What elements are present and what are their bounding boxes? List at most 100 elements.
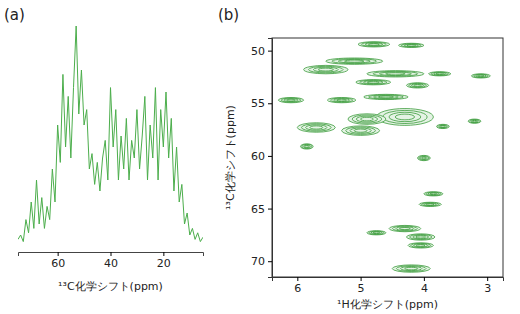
- contour: [362, 42, 387, 46]
- peak: [278, 97, 303, 102]
- contour: [470, 120, 480, 123]
- peak: [389, 225, 421, 231]
- contour: [389, 112, 421, 121]
- plot-area: [18, 26, 203, 242]
- contour: [399, 43, 424, 47]
- tick-mark: [297, 277, 298, 281]
- contour: [431, 72, 448, 75]
- contour: [434, 73, 446, 75]
- peak: [356, 80, 391, 85]
- contour: [302, 144, 312, 148]
- peak: [358, 42, 390, 47]
- peak: [342, 126, 380, 135]
- contour: [334, 99, 350, 102]
- contour: [478, 75, 484, 77]
- peak: [429, 72, 451, 76]
- tick-label: 5: [358, 282, 365, 295]
- tick: 6: [294, 277, 301, 295]
- peak: [406, 234, 434, 240]
- tick-mark: [424, 277, 425, 281]
- tick-label: 6: [294, 282, 301, 295]
- contour: [437, 124, 450, 128]
- contour: [383, 110, 427, 123]
- contour: [346, 127, 376, 134]
- peak: [437, 124, 450, 128]
- contour: [373, 232, 379, 234]
- contour: [371, 232, 382, 234]
- contour: [414, 84, 422, 86]
- contour: [345, 60, 364, 62]
- contour: [352, 115, 382, 123]
- peak: [327, 97, 355, 102]
- tick-label: 55: [251, 97, 265, 110]
- peak: [406, 83, 428, 88]
- contour: [284, 99, 298, 102]
- contour: [318, 68, 333, 71]
- peak: [418, 155, 431, 160]
- tick-mark: [163, 252, 164, 256]
- tick: 65: [251, 203, 272, 216]
- contour: [278, 97, 303, 102]
- contour: [337, 99, 347, 101]
- contour: [395, 114, 414, 120]
- contour: [419, 156, 429, 160]
- tick: 55: [251, 97, 272, 110]
- tick-label: 4: [421, 282, 428, 295]
- contour: [331, 98, 353, 102]
- contour: [365, 43, 383, 46]
- contour: [360, 117, 373, 121]
- contour: [411, 243, 431, 247]
- contour: [416, 236, 426, 238]
- contour: [424, 192, 443, 196]
- contour: [300, 144, 313, 149]
- contour: [386, 73, 405, 75]
- peak: [419, 202, 441, 206]
- axis-line: [268, 39, 273, 278]
- contour: [422, 203, 439, 206]
- tick: 40: [104, 252, 118, 270]
- contour: [369, 231, 384, 234]
- peak: [348, 114, 386, 125]
- contour: [468, 119, 481, 123]
- contour: [416, 245, 425, 247]
- contour: [369, 95, 404, 99]
- contour: [389, 225, 421, 231]
- contour: [326, 58, 383, 64]
- plot-frame: [272, 38, 503, 277]
- contour: [419, 202, 441, 206]
- contour: [441, 126, 445, 128]
- contour: [306, 125, 327, 130]
- tick: 5: [358, 277, 365, 295]
- tick-mark: [487, 277, 488, 281]
- contour: [287, 99, 296, 101]
- contour: [348, 114, 386, 125]
- tick: 50: [251, 45, 272, 58]
- contour: [414, 244, 428, 247]
- contour: [301, 124, 331, 131]
- contour: [379, 72, 411, 76]
- peak: [364, 94, 408, 99]
- contour: [364, 81, 383, 84]
- peak: [367, 231, 386, 235]
- peak: [392, 265, 430, 272]
- contour: [373, 71, 417, 76]
- peak: [471, 74, 490, 78]
- peak: [399, 43, 424, 47]
- tick-mark: [361, 277, 362, 281]
- contour: [426, 204, 434, 206]
- peak: [468, 119, 481, 123]
- contour: [422, 157, 426, 159]
- contour: [374, 95, 399, 98]
- contour: [424, 203, 436, 205]
- contour: [401, 44, 421, 47]
- plot-area: [278, 42, 490, 273]
- contour: [406, 234, 434, 240]
- contour: [356, 116, 377, 122]
- contour: [360, 80, 387, 84]
- contour: [367, 81, 379, 83]
- contour: [369, 43, 380, 45]
- tick-label: 20: [157, 257, 171, 270]
- tick-label: 60: [51, 257, 65, 270]
- peak: [367, 71, 424, 77]
- contour: [413, 235, 429, 239]
